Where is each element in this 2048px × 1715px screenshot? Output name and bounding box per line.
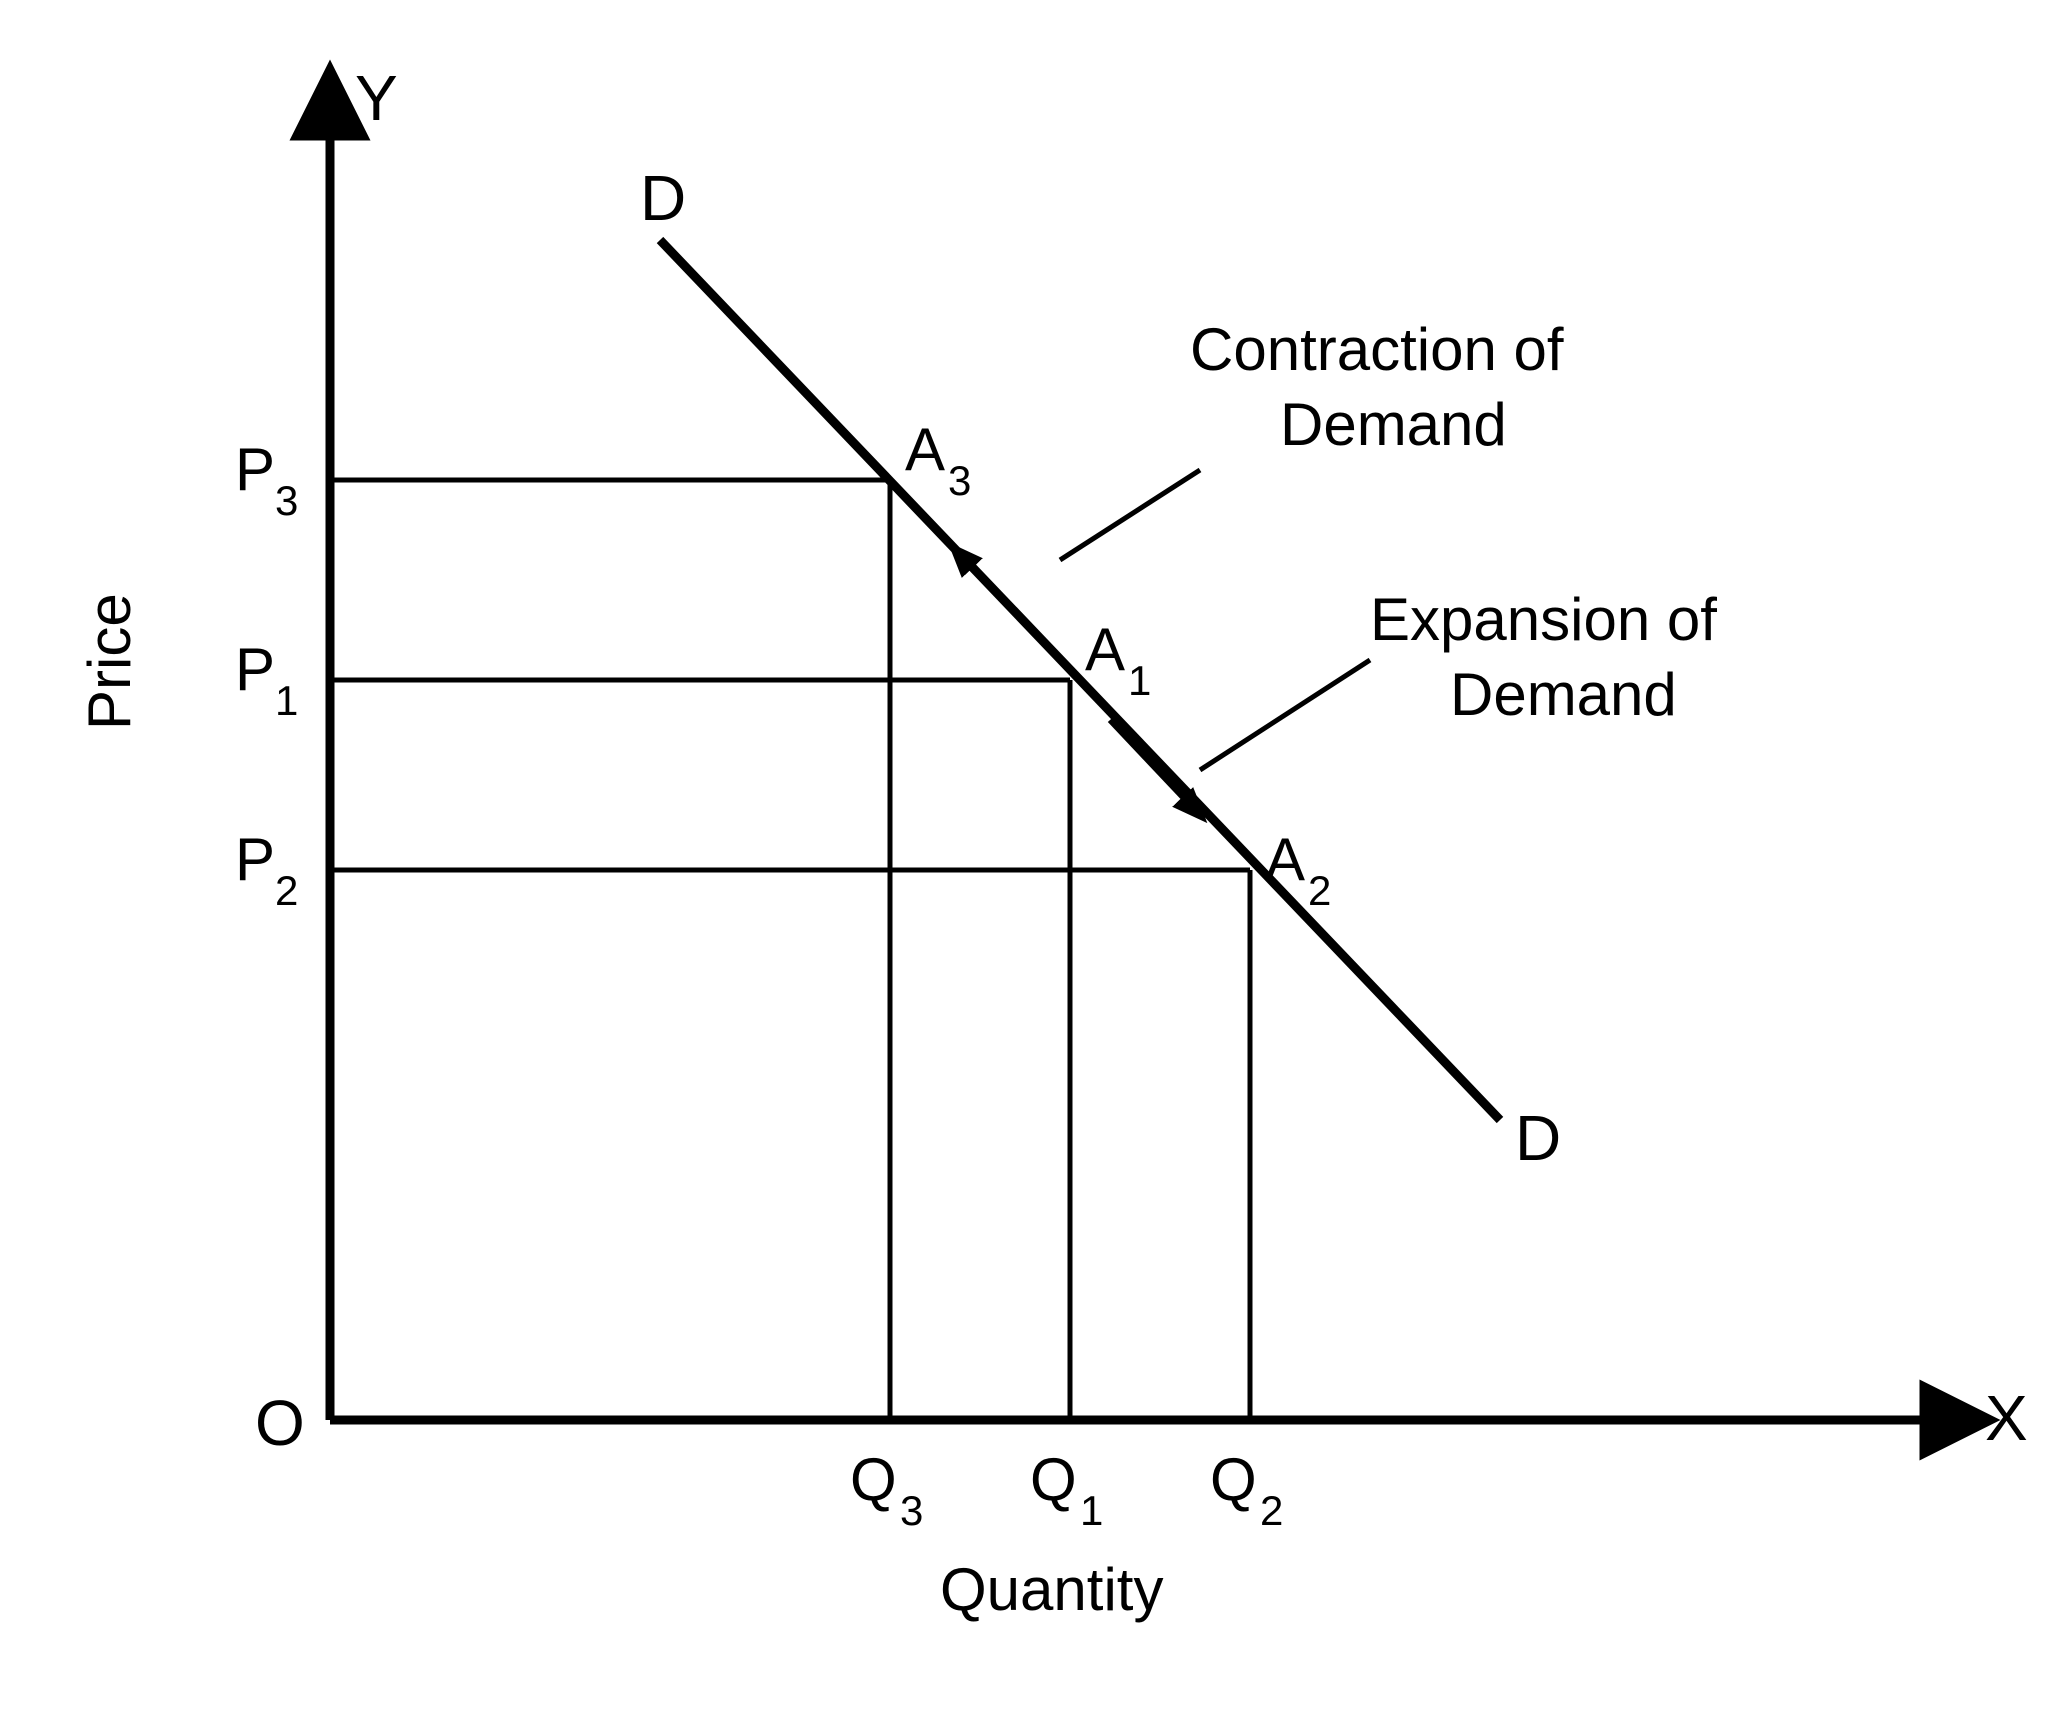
expansion-leader	[1200, 660, 1370, 770]
svg-text:3: 3	[948, 457, 971, 504]
svg-text:A: A	[1265, 826, 1305, 893]
chart-svg: Y X O Quantity Price D D P 3 P 1 P 2 Q 3…	[0, 0, 2048, 1715]
svg-text:2: 2	[1308, 867, 1331, 914]
contraction-leader	[1060, 470, 1200, 560]
demand-label-top: D	[640, 162, 686, 234]
contraction-arrow	[960, 555, 1040, 640]
demand-label-bottom: D	[1515, 1102, 1561, 1174]
svg-text:A: A	[905, 416, 945, 483]
svg-text:2: 2	[1260, 1487, 1283, 1534]
demand-curve-chart: Y X O Quantity Price D D P 3 P 1 P 2 Q 3…	[0, 0, 2048, 1715]
point-a3: A 3	[905, 416, 971, 504]
x-tick-q1: Q 1	[1030, 1446, 1103, 1534]
svg-text:Q: Q	[1210, 1446, 1257, 1513]
x-axis-end-label: X	[1985, 1382, 2028, 1454]
x-tick-q2: Q 2	[1210, 1446, 1283, 1534]
svg-text:P: P	[235, 636, 275, 703]
svg-text:Q: Q	[1030, 1446, 1077, 1513]
svg-text:3: 3	[275, 477, 298, 524]
svg-text:Q: Q	[850, 1446, 897, 1513]
point-a2: A 2	[1265, 826, 1331, 914]
x-tick-q3: Q 3	[850, 1446, 923, 1534]
svg-text:P: P	[235, 826, 275, 893]
svg-text:1: 1	[1128, 657, 1151, 704]
expansion-text-1: Expansion of	[1370, 586, 1717, 653]
y-tick-p1: P 1	[235, 636, 298, 724]
svg-text:2: 2	[275, 867, 298, 914]
expansion-arrow	[1110, 720, 1195, 810]
expansion-text-2: Demand	[1450, 661, 1677, 728]
y-axis-title: Price	[76, 593, 143, 730]
svg-text:1: 1	[1080, 1487, 1103, 1534]
y-axis-end-label: Y	[355, 62, 398, 134]
svg-text:3: 3	[900, 1487, 923, 1534]
y-tick-p3: P 3	[235, 436, 298, 524]
x-axis-title: Quantity	[940, 1556, 1163, 1623]
svg-text:A: A	[1085, 616, 1125, 683]
svg-text:P: P	[235, 436, 275, 503]
contraction-text-2: Demand	[1280, 391, 1507, 458]
contraction-text-1: Contraction of	[1190, 316, 1564, 383]
y-tick-p2: P 2	[235, 826, 298, 914]
origin-label: O	[255, 1387, 305, 1459]
svg-text:1: 1	[275, 677, 298, 724]
